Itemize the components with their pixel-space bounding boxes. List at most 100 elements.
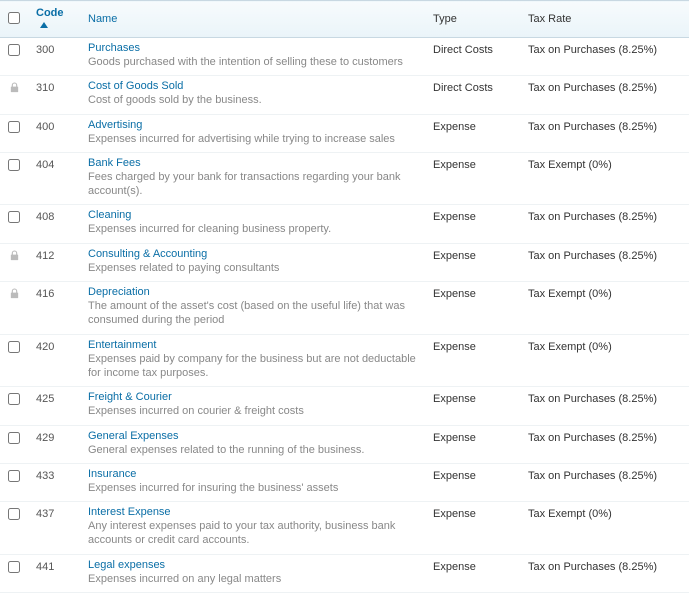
table-row: 310Cost of Goods SoldCost of goods sold … [0,76,689,114]
row-name-cell: PurchasesGoods purchased with the intent… [80,38,425,76]
row-type: Direct Costs [425,38,520,76]
row-tax: Tax Exempt (0%) [520,502,689,555]
row-code: 408 [28,205,80,243]
table-row: 433InsuranceExpenses incurred for insuri… [0,463,689,501]
table-row: 404Bank FeesFees charged by your bank fo… [0,152,689,205]
row-checkbox[interactable] [8,211,20,223]
row-code: 429 [28,425,80,463]
account-description: General expenses related to the running … [88,443,417,457]
row-select-cell [0,387,28,425]
table-row: 429General ExpensesGeneral expenses rela… [0,425,689,463]
table-row: 437Interest ExpenseAny interest expenses… [0,502,689,555]
row-name-cell: InsuranceExpenses incurred for insuring … [80,463,425,501]
row-name-cell: Cost of Goods SoldCost of goods sold by … [80,76,425,114]
row-checkbox[interactable] [8,432,20,444]
header-type-label: Type [433,13,457,25]
row-name-cell: Bank FeesFees charged by your bank for t… [80,152,425,205]
row-select-cell [0,463,28,501]
account-link[interactable]: Purchases [88,42,140,54]
row-checkbox[interactable] [8,393,20,405]
row-type: Expense [425,152,520,205]
row-code: 420 [28,334,80,387]
row-select-cell [0,502,28,555]
row-name-cell: General ExpensesGeneral expenses related… [80,425,425,463]
account-link[interactable]: Advertising [88,119,142,131]
account-description: Goods purchased with the intention of se… [88,55,417,69]
account-description: Expenses incurred for cleaning business … [88,222,417,236]
row-checkbox[interactable] [8,44,20,56]
row-type: Expense [425,387,520,425]
header-code-label: Code [36,7,64,19]
row-tax: Tax on Purchases (8.25%) [520,205,689,243]
header-tax[interactable]: Tax Rate [520,1,689,38]
account-link[interactable]: Insurance [88,468,136,480]
account-description: Cost of goods sold by the business. [88,93,417,107]
account-link[interactable]: General Expenses [88,430,179,442]
table-row: 441Legal expensesExpenses incurred on an… [0,554,689,592]
table-row: 416DepreciationThe amount of the asset's… [0,282,689,335]
account-link[interactable]: Bank Fees [88,157,141,169]
row-code: 416 [28,282,80,335]
account-description: Expenses incurred for advertising while … [88,132,417,146]
table-row: 420 EntertainmentExpenses paid by company… [0,334,689,387]
account-description: Expenses paid by company for the busines… [88,352,417,381]
account-link[interactable]: Cleaning [88,209,131,221]
row-tax: Tax on Purchases (8.25%) [520,243,689,281]
row-name-cell: Interest ExpenseAny interest expenses pa… [80,502,425,555]
row-checkbox[interactable] [8,508,20,520]
table-row: 412Consulting & AccountingExpenses relat… [0,243,689,281]
row-code: 437 [28,502,80,555]
row-code: 400 [28,114,80,152]
header-checkbox-cell [0,1,28,38]
row-code: 310 [28,76,80,114]
row-checkbox[interactable] [8,561,20,573]
account-description: Expenses incurred on courier & freight c… [88,404,417,418]
account-description: Any interest expenses paid to your tax a… [88,519,417,548]
lock-icon [9,250,20,261]
row-type: Expense [425,463,520,501]
row-code: 433 [28,463,80,501]
row-checkbox[interactable] [8,121,20,133]
accounts-table: Code Name Type Tax Rate 300PurchasesGood… [0,0,689,593]
account-link[interactable]: Interest Expense [88,506,171,518]
row-checkbox[interactable] [8,341,20,353]
account-link[interactable]: Cost of Goods Sold [88,80,183,92]
row-select-cell [0,243,28,281]
row-name-cell: CleaningExpenses incurred for cleaning b… [80,205,425,243]
table-row: 408CleaningExpenses incurred for cleanin… [0,205,689,243]
header-name-label: Name [88,13,117,25]
row-name-cell: DepreciationThe amount of the asset's co… [80,282,425,335]
row-type: Expense [425,205,520,243]
table-row: 400AdvertisingExpenses incurred for adve… [0,114,689,152]
row-tax: Tax on Purchases (8.25%) [520,387,689,425]
account-description: Fees charged by your bank for transactio… [88,170,417,199]
table-header-row: Code Name Type Tax Rate [0,1,689,38]
header-name[interactable]: Name [80,1,425,38]
row-select-cell [0,76,28,114]
row-tax: Tax Exempt (0%) [520,152,689,205]
account-link[interactable]: Freight & Courier [88,391,172,403]
row-select-cell [0,205,28,243]
account-link[interactable]: Consulting & Accounting [88,248,207,260]
row-type: Expense [425,425,520,463]
account-link[interactable]: Entertainment [88,339,156,351]
row-checkbox[interactable] [8,470,20,482]
row-select-cell [0,425,28,463]
account-link[interactable]: Depreciation [88,286,150,298]
select-all-checkbox[interactable] [8,12,20,24]
header-type[interactable]: Type [425,1,520,38]
row-tax: Tax on Purchases (8.25%) [520,76,689,114]
row-checkbox[interactable] [8,159,20,171]
row-tax: Tax on Purchases (8.25%) [520,463,689,501]
row-code: 425 [28,387,80,425]
row-name-cell: AdvertisingExpenses incurred for adverti… [80,114,425,152]
row-tax: Tax Exempt (0%) [520,282,689,335]
account-link[interactable]: Legal expenses [88,559,165,571]
row-tax: Tax on Purchases (8.25%) [520,114,689,152]
header-code[interactable]: Code [28,1,80,38]
row-tax: Tax on Purchases (8.25%) [520,38,689,76]
row-type: Expense [425,554,520,592]
sort-asc-icon [40,22,48,28]
row-code: 300 [28,38,80,76]
lock-icon [9,288,20,299]
